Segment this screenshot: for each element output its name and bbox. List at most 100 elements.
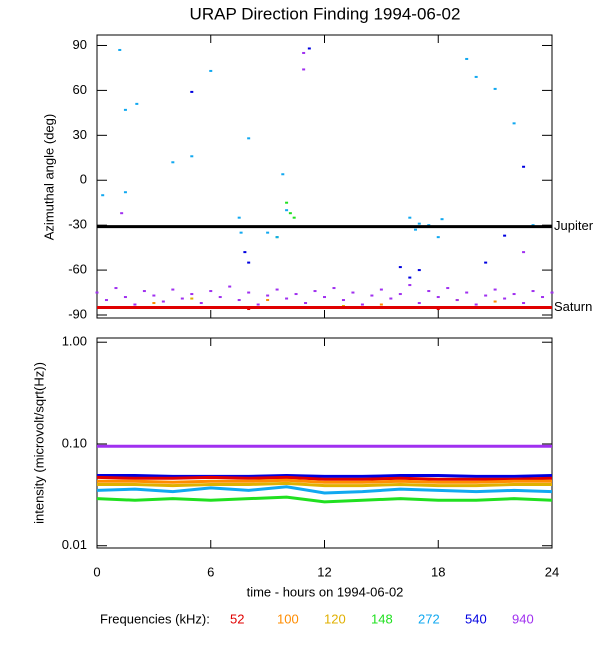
data-point [266,294,270,297]
data-point [408,216,412,219]
data-point [370,294,374,297]
data-point [493,300,497,303]
data-point [288,212,292,215]
legend-entry: 100 [277,611,299,626]
y-tick-label: 0.10 [62,435,87,450]
data-point [285,209,289,212]
y-tick-label: -30 [68,217,87,232]
data-point [503,234,507,237]
y-tick-label: 60 [73,82,87,97]
y-axis-label: Azimuthal angle (deg) [41,114,56,240]
data-point [313,290,317,293]
data-point [389,297,393,300]
data-point [465,291,469,294]
data-point [427,290,431,293]
data-point [379,288,383,291]
data-point [550,291,554,294]
data-point [302,68,306,71]
data-point [120,212,124,215]
y-tick-label: -60 [68,262,87,277]
data-point [417,269,421,272]
data-point [302,51,306,54]
data-point [408,284,412,287]
data-point [408,276,412,279]
data-point [135,102,139,105]
data-point [95,291,99,294]
panel-frame [96,34,553,319]
data-point [118,48,122,51]
data-point [503,297,507,300]
data-point [161,300,165,303]
series-line [97,481,552,488]
data-point [123,296,127,299]
data-point [239,231,243,234]
data-point [285,297,289,300]
data-point [522,251,526,254]
data-point [512,122,516,125]
data-point [190,293,194,296]
x-tick-label: 24 [545,564,559,579]
series-line [96,485,553,495]
data-point [493,288,497,291]
data-point [123,191,127,194]
chart-title: URAP Direction Finding 1994-06-02 [190,4,461,23]
series-line [97,478,552,484]
data-point [307,47,311,50]
data-point [171,288,175,291]
legend-title: Frequencies (kHz): [100,611,210,626]
data-point [247,291,251,294]
data-point [541,296,545,299]
data-point [266,231,270,234]
data-point [360,303,364,306]
data-point [417,302,421,305]
data-point [455,299,459,302]
data-point [531,290,535,293]
series-line [96,475,553,481]
data-point [209,69,213,72]
data-point [237,299,241,302]
x-axis-label: time - hours on 1994-06-02 [247,584,404,599]
data-point [294,293,298,296]
x-tick-label: 6 [207,564,214,579]
data-point [218,296,222,299]
data-point [275,288,279,291]
data-point [414,228,417,231]
y-tick-label: 1.00 [62,334,87,349]
legend-entry: 940 [512,611,534,626]
legend-entry: 52 [230,611,244,626]
data-point [436,236,440,239]
legend-entry: 148 [371,611,393,626]
data-point [142,290,146,293]
data-point [237,216,241,219]
y-tick-label: 30 [73,127,87,142]
x-tick-label: 12 [317,564,331,579]
data-point [474,303,478,306]
data-point [133,303,137,306]
data-point [292,216,296,219]
reference-label: Saturn [554,299,592,314]
data-point [275,236,279,239]
data-point [190,90,194,93]
series-line [96,495,553,504]
reference-label: Jupiter [554,218,594,233]
data-point [256,303,260,306]
data-point [247,137,251,140]
data-point [440,218,444,221]
data-point [398,293,402,296]
data-point [152,302,156,305]
data-point [281,173,285,176]
data-point [247,261,251,264]
data-point [484,261,488,264]
y-tick-label: 0 [80,172,87,187]
data-point [436,296,440,299]
data-point [180,297,184,300]
data-point [332,287,336,290]
data-point [341,299,345,302]
data-point [190,155,194,158]
data-point [199,302,203,305]
data-point [114,287,118,290]
data-point [209,290,213,293]
data-point [243,251,247,254]
y-tick-label: -90 [68,306,87,321]
